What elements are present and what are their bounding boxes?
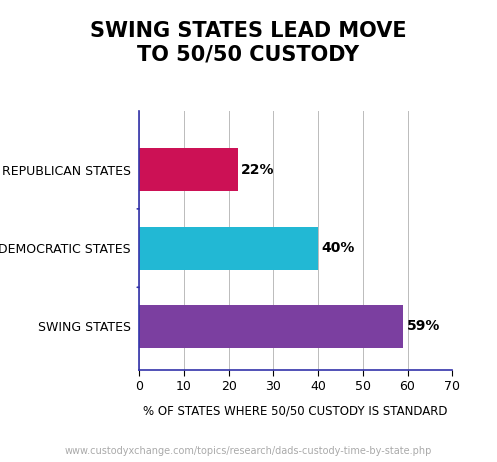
Text: SWING STATES LEAD MOVE
TO 50/50 CUSTODY: SWING STATES LEAD MOVE TO 50/50 CUSTODY: [90, 21, 407, 65]
Text: 40%: 40%: [322, 241, 355, 255]
Bar: [139, 226, 318, 270]
X-axis label: % OF STATES WHERE 50/50 CUSTODY IS STANDARD: % OF STATES WHERE 50/50 CUSTODY IS STAND…: [144, 404, 448, 417]
Bar: [139, 305, 403, 348]
Text: 22%: 22%: [241, 163, 275, 176]
Bar: [139, 148, 238, 191]
Text: 59%: 59%: [407, 320, 440, 334]
Text: www.custodyxchange.com/topics/research/dads-custody-time-by-state.php: www.custodyxchange.com/topics/research/d…: [65, 446, 432, 456]
